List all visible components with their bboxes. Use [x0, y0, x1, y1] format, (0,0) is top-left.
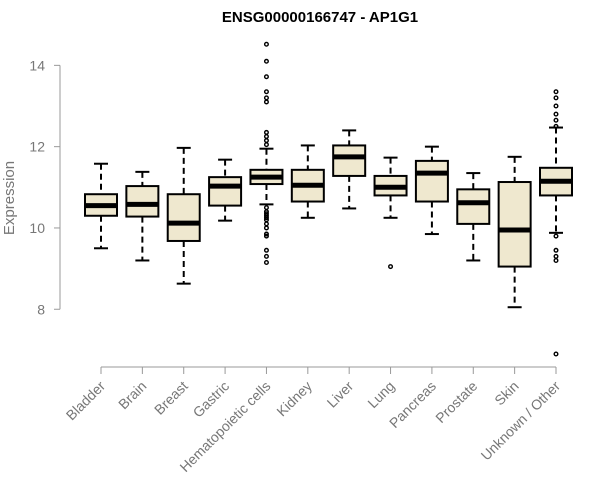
box-group [373, 156, 408, 270]
outlier-point [263, 74, 269, 80]
outlier-point [263, 221, 269, 227]
outlier-point [263, 129, 269, 135]
x-tick-label: Brain [115, 378, 149, 412]
outlier-point [263, 260, 269, 266]
outlier-point [263, 41, 269, 47]
outlier-point [263, 215, 269, 221]
outlier-point [263, 133, 269, 139]
iqr-box [125, 185, 160, 218]
outlier-point [553, 233, 559, 239]
box-group [497, 155, 532, 309]
x-tick-label: Prostate [432, 378, 480, 426]
box-group [290, 144, 325, 219]
x-tick-label: Breast [151, 378, 191, 418]
chart-title: ENSG00000166747 - AP1G1 [222, 9, 418, 26]
y-tick-label: 14 [29, 57, 45, 73]
outlier-point [388, 264, 394, 270]
y-tick-label: 12 [29, 139, 45, 155]
outlier-point [553, 123, 559, 129]
x-tick-label: Unknown / Other [478, 378, 564, 464]
iqr-box [497, 181, 532, 268]
outlier-point [553, 111, 559, 117]
y-axis: 8 10 12 14 [29, 57, 61, 317]
outlier-point [263, 205, 269, 211]
box-group [166, 146, 201, 285]
x-tick-label: Lung [364, 378, 397, 411]
outlier-point [263, 225, 269, 231]
outlier-point [263, 142, 269, 148]
outlier-point [263, 233, 269, 239]
outlier-point [263, 247, 269, 253]
box-group [539, 89, 573, 357]
outlier-point [553, 95, 559, 101]
x-tick-label: Bladder [63, 378, 109, 424]
box-group [208, 158, 243, 222]
outlier-point [263, 231, 269, 237]
outlier-point [263, 89, 269, 95]
box-group [332, 129, 367, 210]
outlier-point [263, 95, 269, 101]
box-group [249, 41, 284, 266]
outlier-point [553, 89, 559, 95]
outlier-point [263, 138, 269, 144]
outlier-point [553, 351, 559, 357]
box-series [84, 41, 573, 357]
outlier-point [553, 103, 559, 109]
outlier-point [263, 253, 269, 259]
outlier-point [553, 117, 559, 123]
y-axis-title: Expression [1, 161, 18, 235]
outlier-point [553, 247, 559, 253]
box-group [84, 162, 118, 250]
outlier-point [553, 257, 559, 263]
box-group [414, 145, 449, 236]
iqr-box [208, 176, 243, 207]
x-tick-label: Liver [324, 378, 357, 411]
box-group [456, 172, 491, 262]
x-tick-label: Skin [491, 378, 522, 409]
box-group [125, 170, 160, 262]
iqr-box [166, 193, 201, 242]
y-tick-label: 8 [37, 301, 45, 317]
iqr-box [414, 159, 449, 203]
y-tick-label: 10 [29, 220, 45, 236]
outlier-point [553, 253, 559, 259]
x-tick-label: Kidney [273, 378, 315, 420]
outlier-point [263, 58, 269, 64]
outlier-point [263, 99, 269, 105]
iqr-box [332, 144, 367, 177]
iqr-box [456, 188, 491, 225]
